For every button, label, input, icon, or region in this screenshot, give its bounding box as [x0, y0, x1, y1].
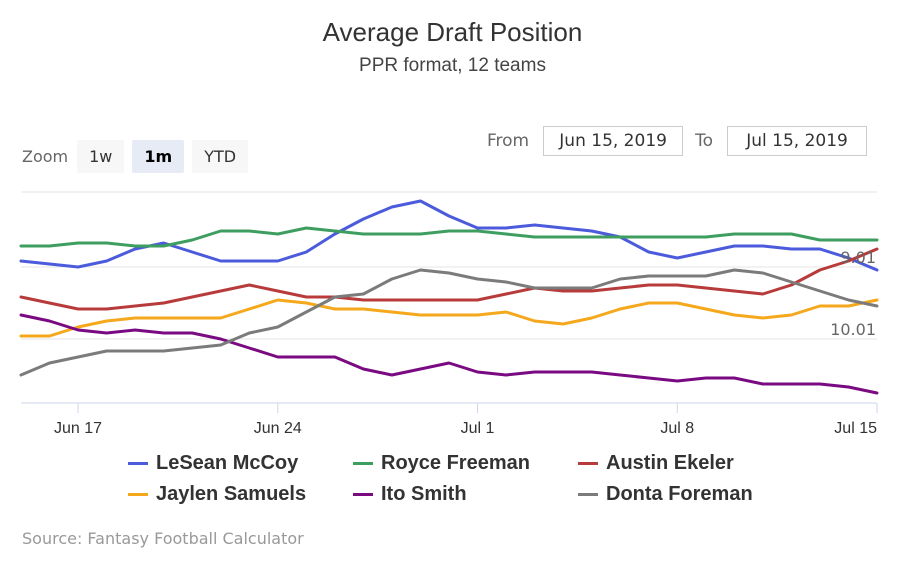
- legend-swatch-icon: [353, 493, 373, 496]
- grid-lines: [21, 191, 877, 340]
- series-line-donta-foreman: [19, 268, 879, 377]
- x-tick-label: Jun 24: [254, 420, 302, 437]
- legend-label: Donta Foreman: [606, 483, 753, 505]
- y-tick-label: 9.01: [840, 248, 876, 267]
- legend-swatch-icon: [353, 462, 373, 465]
- x-axis: Jun 17 Jun 24 Jul 1 Jul 8 Jul 15: [21, 402, 878, 437]
- y-tick-label: 10.01: [830, 320, 876, 339]
- series-line-lesean-mccoy: [19, 199, 879, 272]
- legend-item-royce-freeman[interactable]: Royce Freeman: [353, 452, 530, 475]
- legend-swatch-icon: [128, 493, 148, 496]
- series-line-austin-ekeler: [19, 247, 879, 311]
- series-layer: [19, 199, 879, 395]
- zoom-label: Zoom: [22, 147, 69, 166]
- x-tick-label: Jun 17: [54, 420, 102, 437]
- legend-item-lesean-mccoy[interactable]: LeSean McCoy: [128, 452, 298, 475]
- date-range-group: From To: [487, 126, 868, 156]
- from-label: From: [487, 131, 530, 151]
- from-date-input[interactable]: [543, 126, 684, 156]
- zoom-1w-button[interactable]: 1w: [77, 140, 125, 173]
- legend-label: Jaylen Samuels: [156, 483, 307, 505]
- zoom-ytd-button[interactable]: YTD: [192, 140, 249, 173]
- x-tick-label: Jul 8: [660, 420, 694, 437]
- series-line-royce-freeman: [19, 226, 879, 248]
- legend-swatch-icon: [128, 462, 148, 465]
- series-line-jaylen-samuels: [19, 298, 879, 338]
- to-date-input[interactable]: [727, 126, 868, 156]
- legend-item-donta-foreman[interactable]: Donta Foreman: [578, 483, 753, 506]
- source-credit: Source: Fantasy Football Calculator: [22, 529, 304, 548]
- zoom-1m-button[interactable]: 1m: [132, 140, 185, 173]
- legend-label: LeSean McCoy: [156, 452, 299, 474]
- legend-swatch-icon: [578, 493, 598, 496]
- legend-item-ito-smith[interactable]: Ito Smith: [353, 483, 467, 506]
- legend-item-austin-ekeler[interactable]: Austin Ekeler: [578, 452, 734, 475]
- x-tick-label: Jul 1: [461, 420, 495, 437]
- chart-title: Average Draft Position: [322, 17, 583, 47]
- to-label: To: [695, 131, 714, 151]
- chart-subtitle: PPR format, 12 teams: [359, 55, 546, 76]
- series-line-ito-smith: [19, 313, 879, 395]
- x-tick-label: Jul 15: [834, 420, 877, 437]
- y-axis-labels: 9.01 10.01: [830, 248, 876, 339]
- legend-label: Austin Ekeler: [606, 452, 734, 474]
- legend-label: Royce Freeman: [381, 452, 530, 474]
- legend-swatch-icon: [578, 462, 598, 465]
- legend-item-jaylen-samuels[interactable]: Jaylen Samuels: [128, 483, 306, 506]
- range-zoom-group: Zoom 1w 1m YTD: [22, 140, 256, 173]
- legend-label: Ito Smith: [381, 483, 467, 505]
